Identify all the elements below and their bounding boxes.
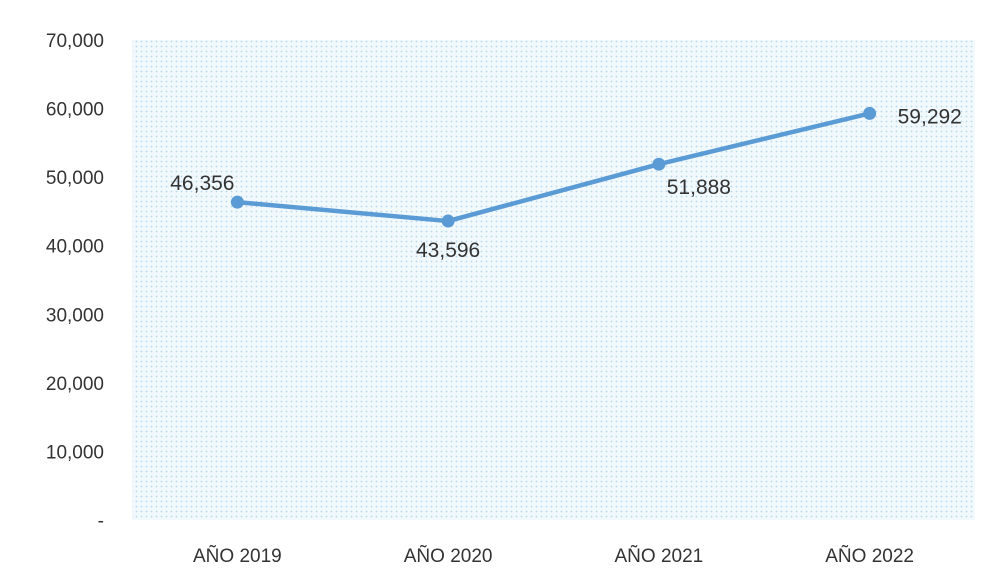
series-line	[235, 111, 872, 224]
y-tick-label: 20,000	[46, 374, 104, 395]
x-axis: AÑO 2019 AÑO 2020 AÑO 2021 AÑO 2022	[193, 545, 914, 567]
x-tick-label: AÑO 2019	[193, 545, 282, 567]
y-tick-label: 30,000	[46, 305, 104, 326]
plot-area	[132, 40, 975, 520]
data-label: 59,292	[898, 105, 962, 128]
series-layer	[230, 106, 877, 228]
data-point	[441, 214, 455, 228]
x-tick-label: AÑO 2022	[825, 545, 914, 567]
y-tick-label: 70,000	[46, 31, 104, 52]
data-label: 51,888	[667, 176, 731, 199]
y-tick-label: -	[98, 511, 104, 532]
data-labels: 46,356 43,596 51,888 59,292	[170, 105, 962, 262]
data-label: 46,356	[170, 172, 234, 195]
y-tick-label: 50,000	[46, 168, 104, 189]
data-point	[230, 195, 244, 209]
y-tick-label: 10,000	[46, 442, 104, 463]
data-point	[863, 106, 877, 120]
data-label: 43,596	[416, 239, 480, 262]
data-point	[652, 157, 666, 171]
x-tick-label: AÑO 2021	[615, 545, 704, 567]
x-tick-label: AÑO 2020	[404, 545, 493, 567]
y-tick-label: 40,000	[46, 237, 104, 258]
y-axis: - 10,000 20,000 30,000 40,000 50,000 60,000 70,…	[46, 31, 104, 532]
y-tick-label: 60,000	[46, 100, 104, 121]
